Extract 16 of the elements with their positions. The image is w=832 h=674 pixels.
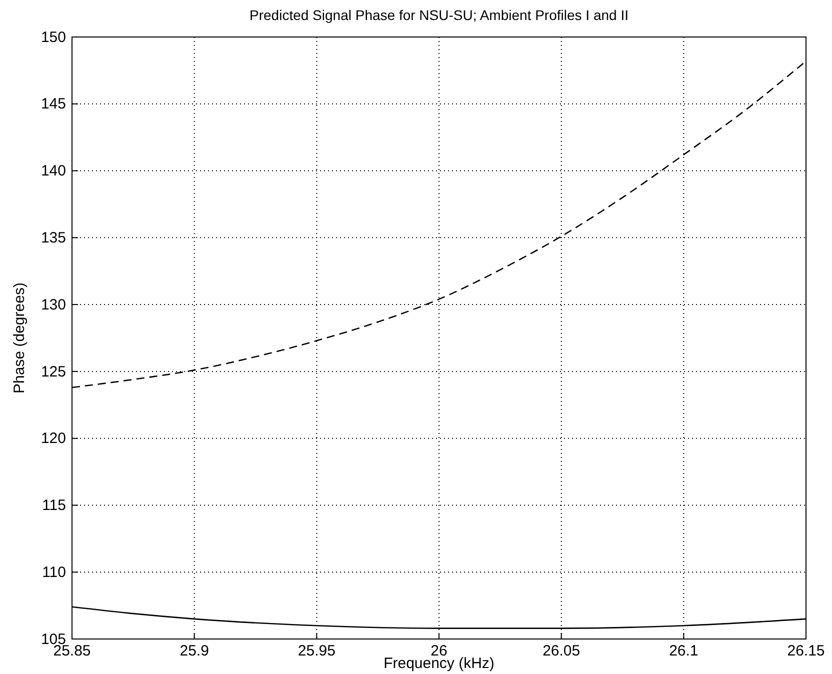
x-tick-label: 26.05 xyxy=(542,642,580,660)
x-tick-label: 25.95 xyxy=(298,642,336,660)
y-tick-label: 125 xyxy=(40,363,66,380)
y-tick-label: 150 xyxy=(40,28,66,46)
y-tick-label: 130 xyxy=(40,296,66,314)
y-tick-label: 140 xyxy=(40,162,66,180)
y-tick-label: 145 xyxy=(40,96,66,113)
y-tick-label: 120 xyxy=(40,430,66,448)
x-tick-label: 26.1 xyxy=(669,642,698,660)
x-tick-label: 26.15 xyxy=(787,642,825,660)
chart-title: Predicted Signal Phase for NSU-SU; Ambient Profiles I and II xyxy=(250,7,628,23)
x-tick-label: 25.9 xyxy=(180,642,209,660)
y-tick-label: 135 xyxy=(40,229,66,246)
y-axis-title: Phase (degrees) xyxy=(11,282,28,394)
y-tick-label: 115 xyxy=(42,497,66,514)
y-tick-label: 110 xyxy=(42,564,66,581)
